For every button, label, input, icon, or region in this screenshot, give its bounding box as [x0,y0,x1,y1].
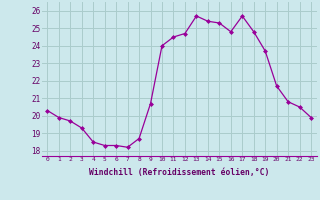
X-axis label: Windchill (Refroidissement éolien,°C): Windchill (Refroidissement éolien,°C) [89,168,269,177]
